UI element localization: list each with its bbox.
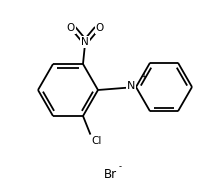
Text: N: N	[81, 37, 89, 47]
Text: Cl: Cl	[92, 135, 102, 146]
Text: -: -	[119, 162, 122, 171]
Text: Br: Br	[103, 168, 117, 181]
Text: N: N	[127, 81, 135, 91]
Text: +: +	[140, 72, 146, 81]
Text: O: O	[66, 23, 75, 33]
Text: O: O	[96, 23, 104, 33]
